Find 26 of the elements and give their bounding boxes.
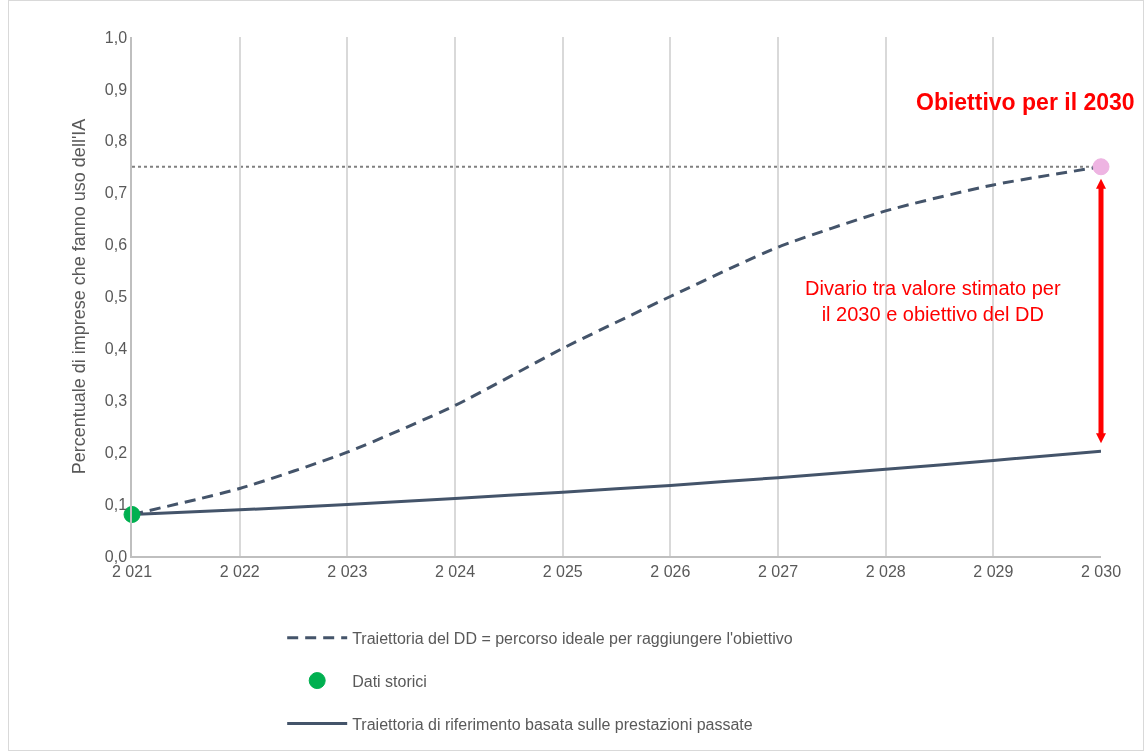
y-tick-label: 0,9 bbox=[104, 80, 128, 98]
legend-label: Traiettoria del DD = percorso ideale per raggiungere l'obiettivo bbox=[352, 630, 793, 648]
x-tick-label: 2 022 bbox=[219, 562, 260, 580]
x-tick-label: 2 029 bbox=[973, 562, 1014, 580]
y-tick-label: 0,2 bbox=[104, 443, 128, 461]
x-tick-label: 2 027 bbox=[757, 562, 799, 580]
annotation: Divario tra valore stimato per il 2030 e obiettivo del DD bbox=[805, 277, 1061, 325]
y-tick-label: 0,4 bbox=[104, 340, 128, 357]
x-tick-label: 2 026 bbox=[650, 562, 691, 580]
legend-label: Traiettoria di riferimento basata sulle prestazioni passate bbox=[352, 715, 753, 733]
x-tick-label: 2 030 bbox=[1080, 562, 1122, 580]
y-axis-title: Percentuale di imprese che fanno uso dell'IA bbox=[69, 118, 90, 475]
y-tick-label: 0,7 bbox=[104, 184, 128, 202]
y-tick-label: 0,3 bbox=[104, 391, 128, 409]
x-tick-label: 2 025 bbox=[542, 562, 583, 580]
y-tick-label: 0,6 bbox=[104, 236, 128, 254]
annotation: Obiettivo per il 2030 bbox=[916, 89, 1135, 115]
y-tick-label: 0,1 bbox=[104, 495, 128, 513]
y-tick-label: 0,8 bbox=[104, 132, 128, 150]
y-tick-label: 0,0 bbox=[104, 547, 128, 565]
x-tick-label: 2 023 bbox=[327, 562, 368, 580]
legend-label: Dati storici bbox=[352, 672, 427, 690]
x-tick-label: 2 024 bbox=[434, 562, 476, 580]
y-tick-label: 1,0 bbox=[104, 28, 128, 46]
y-tick-label: 0,5 bbox=[104, 288, 128, 306]
x-tick-label: 2 028 bbox=[865, 562, 906, 580]
